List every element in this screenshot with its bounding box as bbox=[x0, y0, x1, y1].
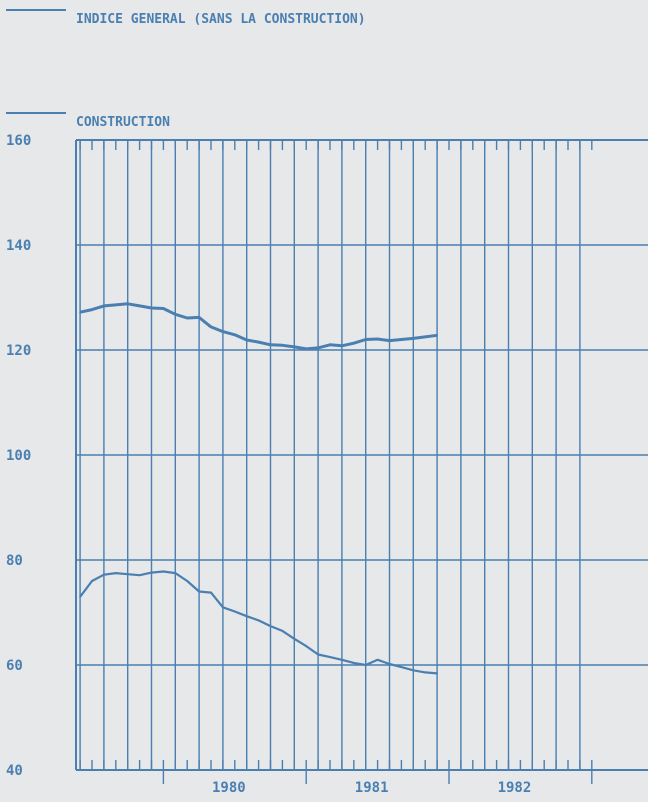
data-point bbox=[293, 345, 296, 348]
y-tick-label: 120 bbox=[6, 343, 31, 359]
data-point bbox=[233, 333, 236, 336]
data-point bbox=[103, 305, 105, 307]
y-tick-label: 100 bbox=[6, 448, 31, 464]
data-point bbox=[103, 573, 105, 576]
data-point bbox=[436, 672, 438, 675]
data-point bbox=[364, 338, 367, 341]
data-point bbox=[138, 574, 141, 577]
data-point bbox=[150, 571, 153, 574]
data-point bbox=[269, 625, 272, 628]
data-point bbox=[341, 344, 343, 347]
data-point bbox=[341, 658, 343, 661]
data-point bbox=[317, 347, 319, 349]
data-point bbox=[329, 656, 331, 659]
data-point bbox=[210, 591, 212, 594]
data-point bbox=[257, 341, 260, 344]
data-point bbox=[269, 343, 272, 346]
data-point bbox=[317, 653, 319, 656]
y-tick-label: 160 bbox=[6, 133, 31, 149]
x-year-label: 1981 bbox=[355, 780, 389, 796]
data-point bbox=[281, 344, 284, 347]
data-point bbox=[412, 337, 415, 340]
data-point bbox=[352, 662, 355, 664]
legend: INDICE GENERAL (SANS LA CONSTRUCTION) CO… bbox=[6, 9, 366, 130]
data-point bbox=[329, 343, 331, 346]
data-point bbox=[305, 348, 308, 350]
data-point bbox=[257, 619, 260, 622]
data-point bbox=[305, 645, 308, 647]
data-point bbox=[245, 339, 248, 341]
data-point bbox=[210, 326, 212, 328]
data-point bbox=[91, 580, 93, 582]
data-point bbox=[222, 330, 224, 333]
data-point bbox=[79, 311, 81, 314]
x-year-label: 1982 bbox=[498, 780, 532, 796]
data-point bbox=[198, 590, 201, 593]
data-point bbox=[91, 308, 93, 311]
data-point bbox=[424, 335, 427, 338]
data-point bbox=[424, 671, 427, 674]
y-tick-label: 60 bbox=[6, 658, 23, 674]
data-point bbox=[186, 317, 189, 319]
data-point bbox=[388, 663, 391, 665]
data-point bbox=[400, 338, 403, 341]
y-axis: 40 60 80 100 120 140 160 bbox=[6, 133, 31, 779]
data-point bbox=[126, 573, 129, 576]
y-tick-label: 40 bbox=[6, 763, 23, 779]
series-group bbox=[79, 302, 438, 675]
x-axis: 1980 1981 1982 bbox=[212, 780, 531, 796]
data-point bbox=[186, 580, 189, 582]
data-point bbox=[174, 572, 177, 575]
data-point bbox=[150, 307, 153, 309]
data-point bbox=[198, 316, 201, 319]
data-point bbox=[114, 303, 117, 306]
data-point bbox=[364, 664, 367, 666]
data-point bbox=[138, 305, 141, 307]
data-point bbox=[79, 595, 81, 598]
data-point bbox=[114, 572, 117, 575]
data-point bbox=[352, 342, 355, 345]
data-point bbox=[281, 629, 284, 632]
x-year-label: 1980 bbox=[212, 780, 246, 796]
y-tick-label: 140 bbox=[6, 238, 31, 254]
data-point bbox=[162, 570, 165, 573]
data-point bbox=[376, 658, 379, 661]
data-point bbox=[293, 637, 296, 640]
data-point bbox=[412, 669, 415, 672]
data-point bbox=[436, 334, 438, 337]
data-point bbox=[388, 339, 391, 342]
series-line-1 bbox=[79, 570, 438, 675]
legend-label-general: INDICE GENERAL (SANS LA CONSTRUCTION) bbox=[76, 12, 366, 27]
data-point bbox=[126, 302, 129, 305]
data-point bbox=[174, 313, 177, 316]
data-point bbox=[162, 307, 165, 310]
legend-label-construction: CONSTRUCTION bbox=[76, 115, 170, 130]
data-point bbox=[233, 610, 236, 613]
data-point bbox=[400, 666, 403, 668]
data-point bbox=[222, 606, 224, 609]
data-point bbox=[245, 615, 248, 618]
grid bbox=[75, 139, 648, 784]
y-tick-label: 80 bbox=[6, 553, 23, 569]
data-point bbox=[376, 338, 379, 340]
